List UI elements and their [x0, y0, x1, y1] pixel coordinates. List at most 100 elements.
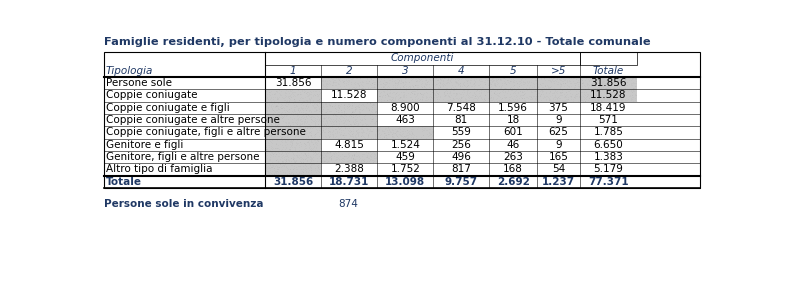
Point	[290, 154, 303, 158]
Point	[268, 146, 281, 150]
Point	[469, 94, 482, 98]
Point	[280, 126, 293, 131]
Point	[615, 98, 627, 103]
Point	[338, 111, 350, 115]
Point	[285, 89, 298, 93]
Point	[280, 99, 293, 103]
Point	[347, 157, 360, 162]
Point	[268, 126, 281, 131]
Point	[335, 160, 348, 164]
Point	[268, 169, 281, 174]
Point	[513, 84, 525, 89]
Point	[301, 139, 314, 144]
Point	[378, 135, 391, 139]
Point	[312, 137, 324, 142]
Point	[350, 132, 363, 136]
Point	[448, 77, 461, 81]
Point	[267, 108, 279, 112]
Point	[270, 170, 283, 175]
Point	[553, 96, 565, 100]
Point	[356, 122, 368, 127]
Point	[349, 135, 361, 139]
Point	[311, 156, 323, 161]
Point	[432, 81, 444, 86]
Point	[296, 106, 309, 111]
Point	[307, 89, 319, 94]
Point	[474, 82, 487, 87]
Point	[486, 77, 498, 81]
Point	[544, 97, 557, 101]
Point	[299, 173, 312, 177]
Point	[364, 82, 377, 87]
Point	[329, 80, 341, 84]
Point	[265, 122, 277, 126]
Point	[279, 95, 291, 99]
Point	[309, 131, 322, 136]
Point	[396, 94, 409, 99]
Point	[345, 160, 357, 164]
Point	[327, 132, 339, 136]
Point	[396, 96, 408, 101]
Text: 874: 874	[338, 199, 358, 209]
Point	[312, 92, 325, 97]
Point	[301, 157, 313, 162]
Point	[332, 110, 345, 114]
Point	[398, 127, 411, 132]
Point	[332, 76, 345, 80]
Point	[396, 93, 409, 98]
Point	[316, 124, 329, 129]
Point	[328, 118, 341, 122]
Point	[264, 113, 276, 117]
Point	[279, 137, 292, 141]
Point	[592, 97, 604, 101]
Point	[411, 125, 424, 129]
Point	[514, 89, 527, 94]
Point	[468, 80, 480, 85]
Point	[286, 87, 298, 92]
Point	[290, 111, 303, 115]
Point	[352, 84, 365, 89]
Point	[298, 120, 310, 124]
Point	[339, 106, 352, 111]
Point	[524, 93, 537, 98]
Point	[356, 131, 368, 136]
Point	[451, 96, 464, 100]
Point	[386, 85, 399, 89]
Point	[314, 104, 327, 109]
Point	[439, 94, 451, 98]
Point	[383, 129, 396, 134]
Point	[626, 80, 639, 85]
Point	[317, 129, 330, 133]
Point	[270, 172, 283, 177]
Point	[330, 75, 342, 80]
Point	[287, 143, 299, 147]
Point	[454, 83, 466, 87]
Point	[295, 169, 308, 173]
Point	[283, 96, 295, 100]
Point	[407, 132, 420, 137]
Point	[325, 117, 338, 121]
Point	[294, 118, 306, 122]
Point	[603, 98, 615, 103]
Point	[345, 122, 357, 126]
Point	[295, 106, 308, 110]
Point	[345, 104, 358, 108]
Point	[260, 125, 272, 130]
Point	[418, 127, 430, 132]
Point	[429, 83, 442, 88]
Point	[586, 96, 599, 101]
Point	[551, 81, 564, 86]
Point	[267, 119, 279, 124]
Point	[424, 86, 436, 91]
Point	[305, 110, 318, 115]
Point	[347, 120, 360, 124]
Point	[298, 169, 310, 174]
Point	[314, 142, 327, 146]
Point	[619, 82, 631, 87]
Point	[484, 96, 497, 100]
Point	[509, 79, 522, 83]
Point	[288, 104, 301, 109]
Point	[393, 125, 406, 129]
Point	[443, 80, 455, 85]
Point	[383, 91, 396, 95]
